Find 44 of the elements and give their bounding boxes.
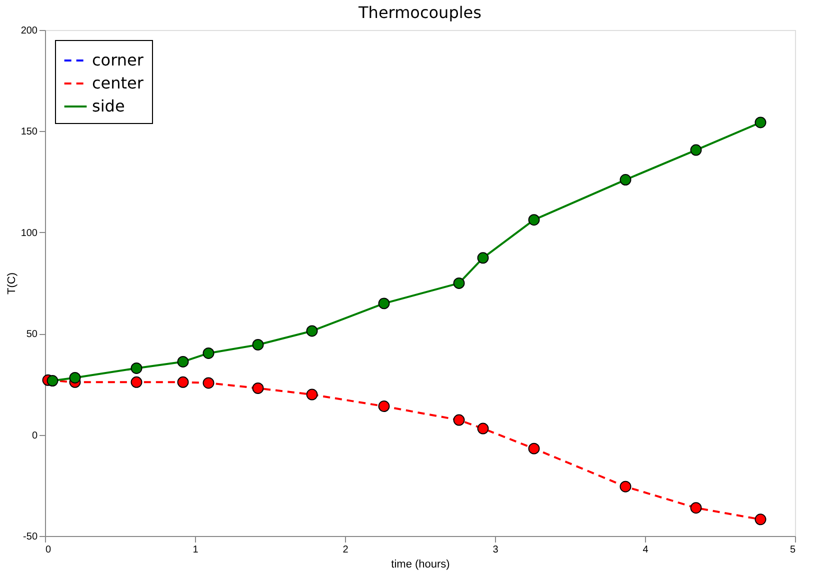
point bbox=[477, 422, 489, 434]
point bbox=[252, 382, 264, 394]
y-axis-title: T(C) bbox=[6, 272, 18, 294]
point bbox=[690, 502, 702, 514]
legend-label: side bbox=[92, 96, 125, 116]
point bbox=[378, 298, 390, 310]
x-tick-label: 1 bbox=[192, 544, 199, 556]
point bbox=[177, 356, 189, 368]
point bbox=[477, 252, 489, 264]
point bbox=[690, 144, 702, 156]
legend-label: center bbox=[92, 74, 144, 92]
point bbox=[69, 372, 81, 384]
point bbox=[306, 325, 318, 337]
point bbox=[378, 400, 390, 412]
point bbox=[130, 362, 142, 374]
point bbox=[453, 277, 465, 289]
y-tick-label: -50 bbox=[23, 532, 38, 542]
point bbox=[252, 339, 264, 350]
point bbox=[177, 376, 189, 388]
x-tick-label: 0 bbox=[46, 544, 52, 556]
x-tick-label: 5 bbox=[790, 544, 796, 556]
chart-title: Thermocouples bbox=[358, 3, 482, 22]
point bbox=[528, 214, 540, 226]
legend-label: corner bbox=[92, 50, 144, 70]
point bbox=[130, 376, 142, 388]
y-tick-label: 200 bbox=[20, 26, 38, 36]
point bbox=[620, 480, 632, 492]
point bbox=[306, 388, 318, 400]
point bbox=[202, 377, 214, 389]
y-tick-label: 100 bbox=[20, 228, 38, 239]
y-tick-label: 0 bbox=[32, 430, 38, 442]
point bbox=[754, 116, 766, 128]
x-tick-label: 3 bbox=[492, 544, 499, 556]
point bbox=[46, 375, 58, 386]
x-tick-label: 2 bbox=[342, 544, 349, 556]
y-tick-label: 50 bbox=[26, 329, 38, 340]
point bbox=[202, 348, 214, 359]
x-axis-title: time (hours) bbox=[391, 558, 450, 570]
y-tick-label: 150 bbox=[20, 126, 38, 138]
point bbox=[620, 174, 632, 186]
point bbox=[528, 442, 540, 454]
point bbox=[754, 514, 766, 526]
x-tick-label: 4 bbox=[642, 544, 649, 556]
point bbox=[453, 414, 465, 426]
